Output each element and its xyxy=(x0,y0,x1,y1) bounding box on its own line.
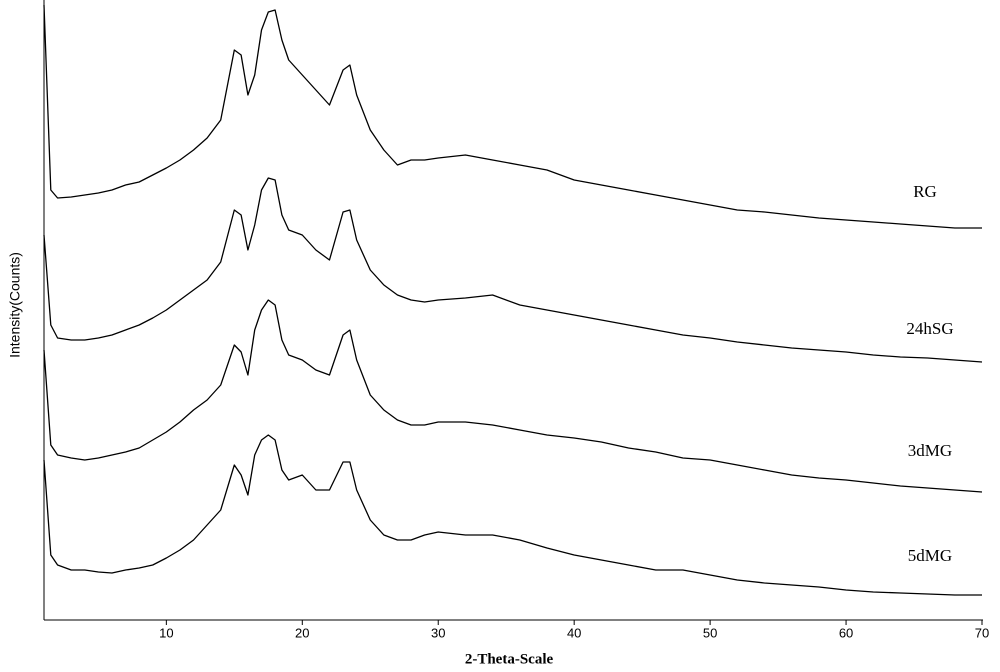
series-label: 24hSG xyxy=(906,319,953,338)
x-tick-label: 10 xyxy=(159,625,173,640)
series-label: 5dMG xyxy=(908,546,952,565)
x-tick-label: 30 xyxy=(431,625,445,640)
x-tick-label: 60 xyxy=(839,625,853,640)
series-label: RG xyxy=(913,182,937,201)
data-line xyxy=(43,4,982,229)
x-tick-label: 20 xyxy=(295,625,309,640)
y-axis-label: Intensity(Counts) xyxy=(7,252,23,358)
x-tick-label: 70 xyxy=(975,625,989,640)
x-tick-label: 50 xyxy=(703,625,717,640)
data-line xyxy=(43,177,983,363)
x-tick-label: 40 xyxy=(567,625,581,640)
data-line xyxy=(43,434,982,596)
x-axis-label: 2-Theta-Scale xyxy=(465,651,554,667)
data-line xyxy=(43,299,983,493)
series-label: 3dMG xyxy=(908,441,952,460)
